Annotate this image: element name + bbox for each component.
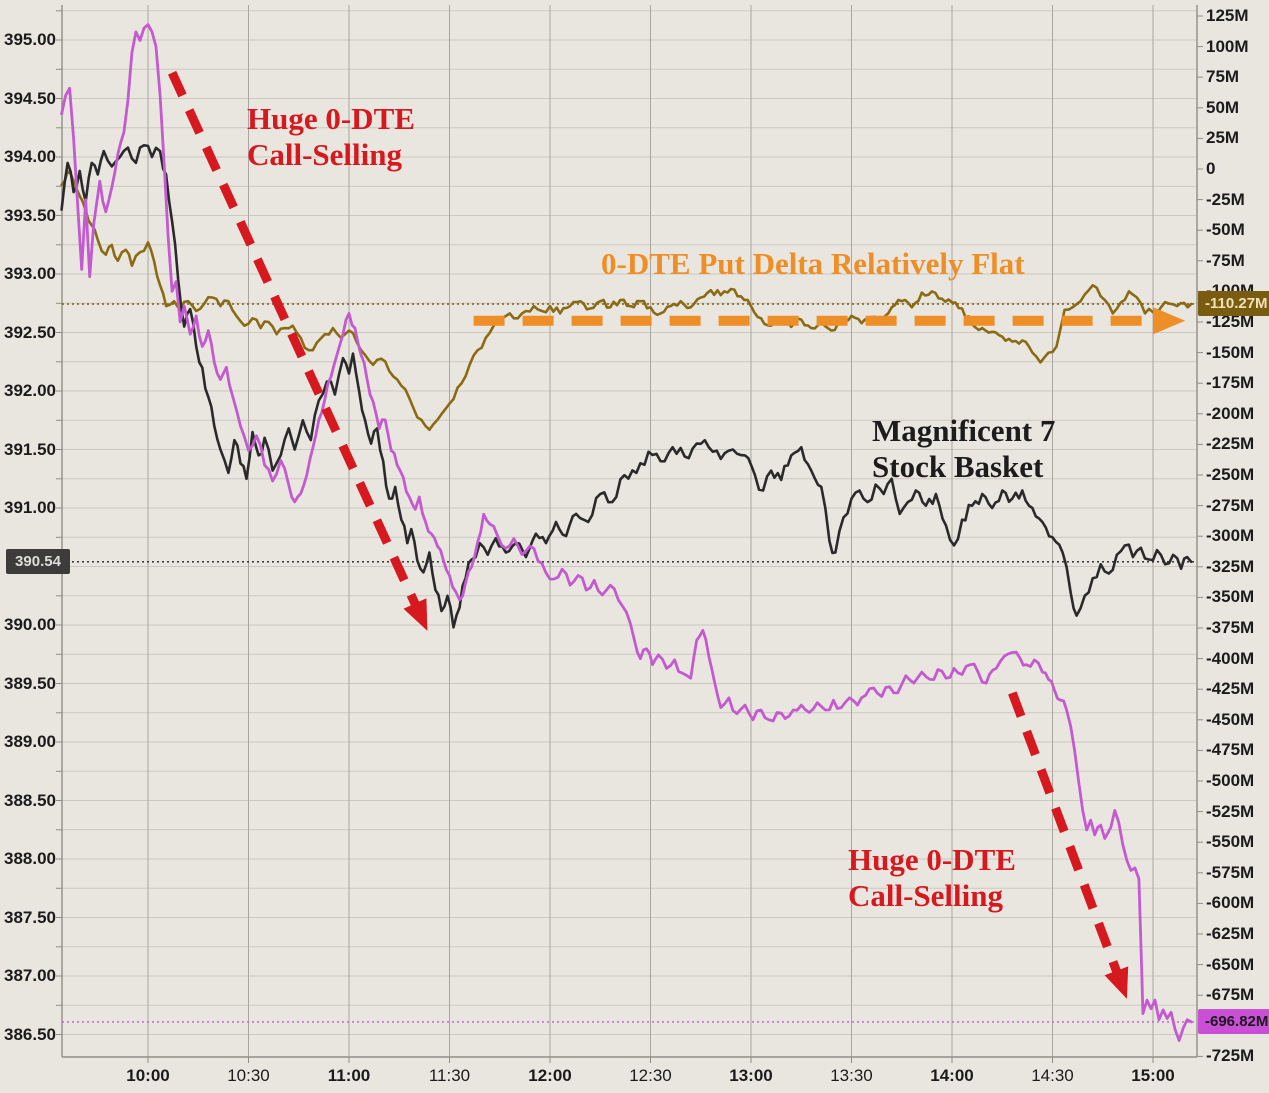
price-axis-label: 392.00 — [4, 381, 56, 400]
last-price-badge: 390.54 — [6, 548, 70, 574]
delta-axis-label: -675M — [1206, 985, 1255, 1005]
price-axis-label: 394.00 — [4, 147, 56, 166]
series-line-0-dte-call-delta — [60, 23, 1193, 1042]
delta-axis-label: 25M — [1206, 128, 1240, 148]
delta-axis-label: -425M — [1206, 679, 1255, 699]
delta-axis-label: -325M — [1206, 556, 1255, 576]
annotation-arrow-head — [403, 598, 428, 631]
delta-axis-label: -50M — [1206, 220, 1245, 240]
delta-axis-label: -350M — [1206, 587, 1255, 607]
time-axis-label: 11:00 — [327, 1066, 371, 1085]
time-axis-label: 11:30 — [428, 1066, 471, 1085]
delta-axis-label: -550M — [1206, 832, 1255, 852]
delta-axis-label: -300M — [1206, 526, 1255, 546]
delta-axis-label: -725M — [1206, 1046, 1255, 1066]
delta-axis-label: -575M — [1206, 862, 1255, 882]
time-axis-label: 14:00 — [930, 1066, 974, 1085]
annotation-arrow-shaft — [1008, 691, 1124, 981]
price-axis-label: 389.50 — [4, 673, 56, 693]
price-axis-label: 393.00 — [4, 264, 56, 283]
delta-axis-label: 100M — [1206, 36, 1249, 56]
annotation-put-delta-flat: 0-DTE Put Delta Relatively Flat — [601, 246, 1025, 282]
annotation-magnificent-7: Magnificent 7 Stock Basket — [872, 413, 1055, 485]
annotation-line: Huge 0-DTE — [848, 842, 1016, 877]
price-axis-label: 389.00 — [4, 732, 56, 751]
delta-axis-label: -625M — [1206, 924, 1255, 943]
delta-axis-label: -125M — [1206, 312, 1255, 331]
annotation-arrow-head — [1104, 966, 1129, 999]
price-axis-label: 393.50 — [4, 205, 56, 225]
price-axis-label: 386.50 — [4, 1024, 56, 1044]
delta-axis-label: -525M — [1206, 801, 1255, 821]
delta-axis-label: -175M — [1206, 373, 1255, 393]
time-axis-label: 12:30 — [629, 1066, 672, 1085]
delta-axis-label: -600M — [1206, 893, 1255, 913]
annotation-call-selling-top: Huge 0-DTE Call-Selling — [247, 101, 415, 173]
annotation-line: 0-DTE Put Delta Relatively Flat — [601, 246, 1025, 281]
delta-axis-label: -250M — [1206, 465, 1255, 484]
annotation-arrow-head — [1153, 307, 1186, 335]
price-axis-label: 390.00 — [4, 615, 56, 634]
price-axis-label: 394.50 — [4, 88, 56, 108]
annotation-line: Magnificent 7 — [872, 413, 1056, 448]
delta-axis-label: -225M — [1206, 434, 1255, 454]
annotation-line: Call-Selling — [848, 878, 1004, 913]
delta-axis-label: -400M — [1206, 648, 1255, 668]
delta-axis-label: 125M — [1206, 6, 1249, 25]
price-axis-label: 387.50 — [4, 907, 56, 927]
delta-axis-label: -25M — [1206, 189, 1245, 209]
delta-axis-label: -475M — [1206, 740, 1255, 760]
time-axis-label: 10:30 — [227, 1066, 270, 1085]
delta-axis-label: -375M — [1206, 618, 1255, 637]
delta-axis-label: -200M — [1206, 403, 1255, 423]
delta-axis-label: -150M — [1206, 342, 1255, 362]
series-line-magnificent-7-stock-basket — [60, 144, 1193, 629]
time-axis-label: 13:30 — [830, 1066, 873, 1085]
call-delta-last-value-badge: -696.82M — [1198, 1008, 1269, 1034]
time-axis-label: 15:00 — [1131, 1066, 1175, 1085]
price-axis-label: 391.00 — [4, 498, 56, 517]
price-axis-label: 392.50 — [4, 322, 56, 342]
annotation-line: Call-Selling — [247, 137, 403, 172]
price-axis-label: 391.50 — [4, 439, 56, 459]
time-axis-label: 10:00 — [126, 1066, 170, 1085]
time-axis-label: 12:00 — [528, 1066, 572, 1085]
delta-axis-label: -650M — [1206, 954, 1255, 974]
delta-axis-label: -275M — [1206, 495, 1255, 515]
delta-axis-label: 50M — [1206, 97, 1240, 117]
delta-axis-label: 0 — [1206, 159, 1216, 178]
price-axis-label: 395.00 — [4, 30, 56, 49]
price-axis-label: 388.00 — [4, 849, 56, 868]
annotation-line: Huge 0-DTE — [247, 101, 415, 136]
annotation-line: Stock Basket — [872, 449, 1044, 484]
delta-axis-label: -500M — [1206, 771, 1255, 790]
annotation-call-selling-bottom: Huge 0-DTE Call-Selling — [848, 842, 1016, 914]
price-axis-label: 388.50 — [4, 790, 56, 810]
time-axis-label: 13:00 — [729, 1066, 773, 1085]
put-delta-last-value-badge: -110.27M — [1198, 290, 1269, 316]
annotation-arrow-shaft — [168, 70, 423, 614]
delta-axis-label: -75M — [1206, 250, 1245, 270]
series-line-0-dte-put-delta — [60, 170, 1193, 432]
delta-axis-label: 75M — [1206, 67, 1240, 87]
time-axis-label: 14:30 — [1031, 1066, 1074, 1085]
price-axis-label: 387.00 — [4, 966, 56, 985]
delta-axis-label: -450M — [1206, 709, 1255, 729]
